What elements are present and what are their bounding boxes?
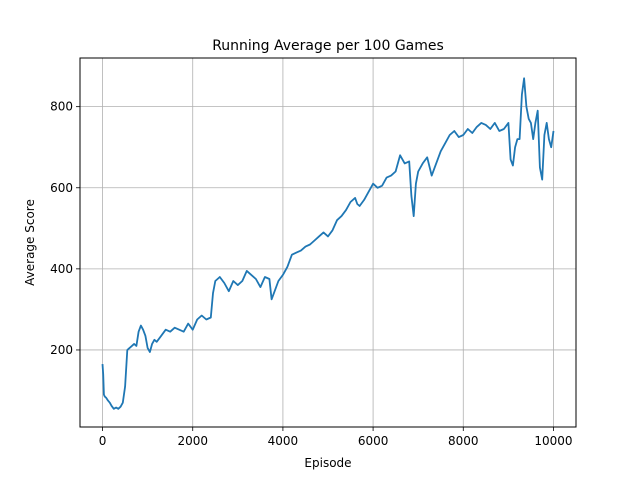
x-tick-label: 6000 bbox=[358, 434, 389, 448]
series-line bbox=[101, 77, 555, 410]
axis-ticks: 0 2000 4000 6000 8000 10000 200 400 600 800 bbox=[50, 100, 572, 448]
x-tick-label: 0 bbox=[99, 434, 107, 448]
grid-lines bbox=[80, 58, 576, 427]
plot-frame bbox=[79, 57, 577, 428]
x-tick-label: 2000 bbox=[177, 434, 208, 448]
chart-title: Running Average per 100 Games bbox=[212, 38, 444, 54]
x-tick-label: 4000 bbox=[268, 434, 299, 448]
y-tick-label: 600 bbox=[50, 181, 73, 195]
x-tick-label: 8000 bbox=[448, 434, 479, 448]
series-layer bbox=[101, 77, 555, 410]
y-tick-label: 800 bbox=[50, 100, 73, 114]
y-tick-label: 400 bbox=[50, 262, 73, 276]
x-tick-label: 10000 bbox=[534, 434, 572, 448]
plot-area bbox=[80, 58, 576, 427]
x-axis-label: Episode bbox=[304, 456, 351, 470]
y-axis-label: Average Score bbox=[23, 199, 37, 286]
y-tick-label: 200 bbox=[50, 343, 73, 357]
